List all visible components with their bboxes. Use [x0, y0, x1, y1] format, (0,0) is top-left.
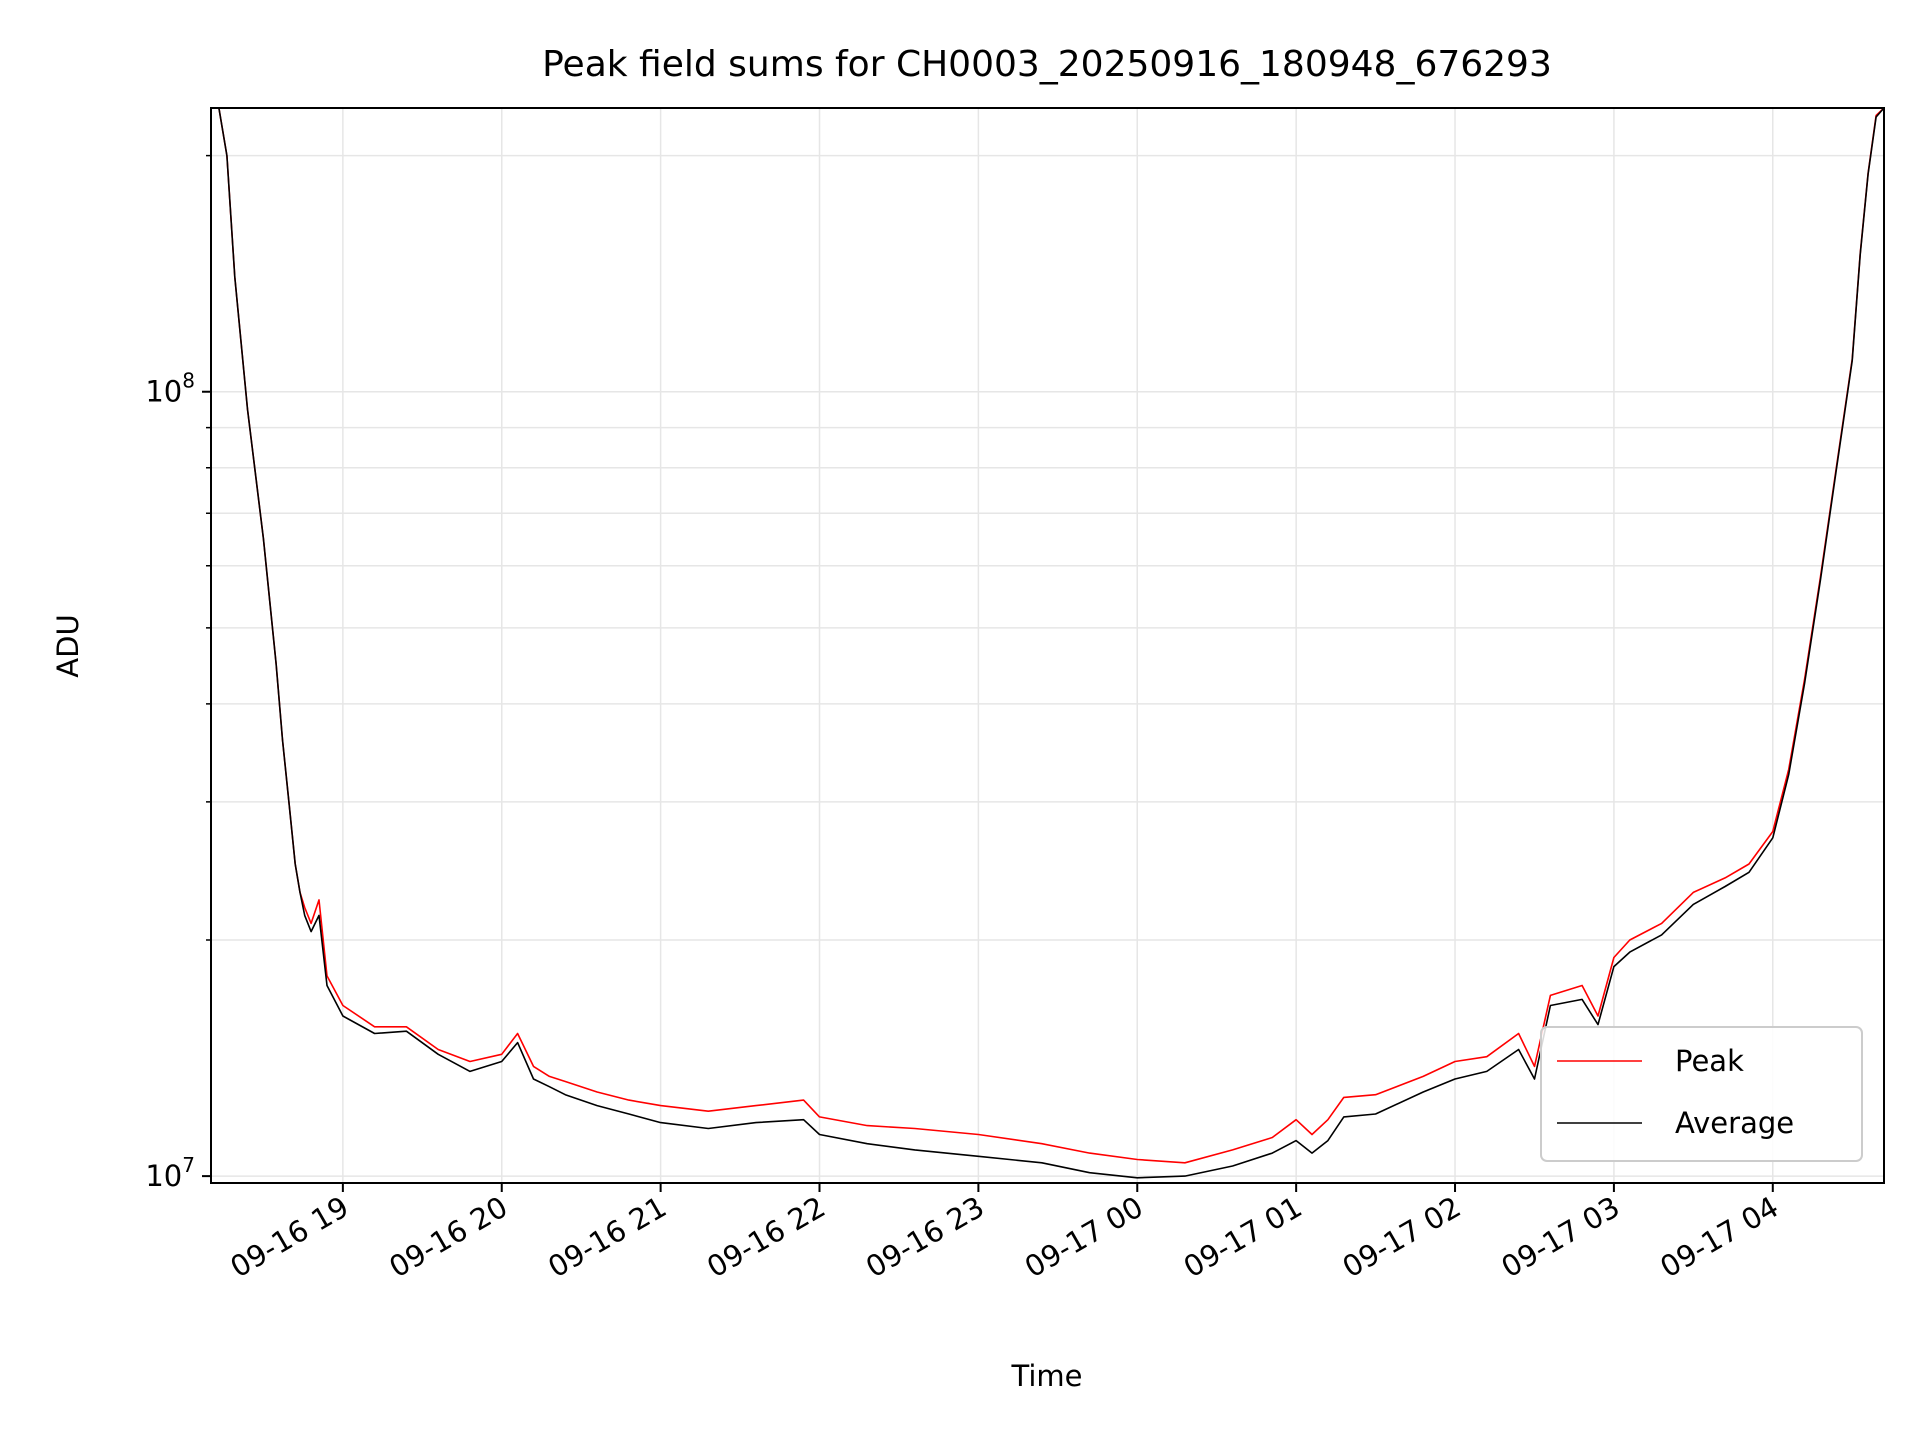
series-layer	[211, 107, 1885, 1179]
y-tick-label-base: 10	[145, 1159, 182, 1193]
legend-peak-label: Peak	[1675, 1044, 1744, 1078]
y-tick-label-exponent: 7	[182, 1153, 195, 1177]
series-line-average	[211, 107, 1885, 1179]
plot-area-frame	[210, 107, 1885, 1184]
y-tick-label: 108	[145, 369, 195, 409]
y-tick-label: 107	[145, 1153, 195, 1193]
series-line-peak	[211, 107, 1885, 1164]
legend: Peak Average	[1540, 1026, 1863, 1162]
x-axis-label: Time	[1011, 1359, 1083, 1393]
y-axis-label: ADU	[51, 614, 85, 677]
chart-title: Peak field sums for CH0003_20250916_1809…	[542, 44, 1552, 85]
y-tick-label-base: 10	[145, 375, 182, 409]
legend-average-label: Average	[1675, 1106, 1794, 1140]
grid	[211, 108, 1884, 1183]
y-tick-label-exponent: 8	[182, 369, 195, 393]
